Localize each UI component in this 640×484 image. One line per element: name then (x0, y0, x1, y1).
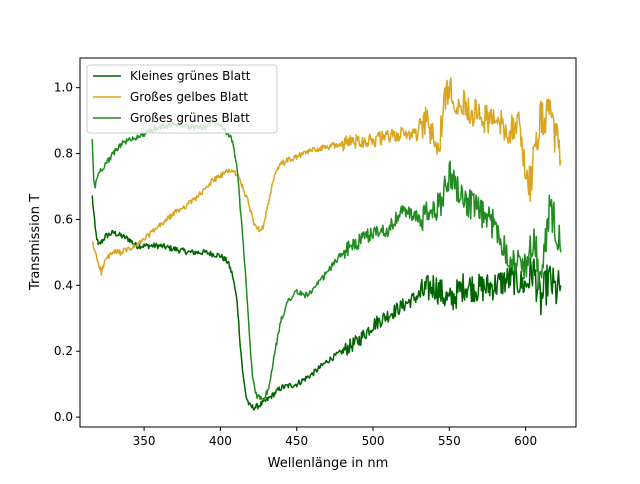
legend-label: Großes gelbes Blatt (130, 90, 248, 104)
y-tick-label: 0.0 (54, 410, 73, 424)
x-tick-label: 350 (133, 434, 156, 448)
series-line-2 (91, 77, 562, 276)
y-tick-label: 1.0 (54, 81, 73, 95)
y-tick-label: 0.8 (54, 147, 73, 161)
series-line-1 (91, 195, 562, 411)
x-axis-label: Wellenlänge in nm (268, 456, 389, 471)
legend: Kleines grünes Blatt Großes gelbes Blatt G… (86, 64, 278, 134)
y-tick-label: 0.6 (54, 212, 73, 226)
x-tick-label: 550 (438, 434, 461, 448)
legend-label: Kleines grünes Blatt (130, 69, 251, 83)
y-tick-label: 0.4 (54, 278, 73, 292)
y-tick-label: 0.2 (54, 344, 73, 358)
x-axis-ticks: 350 400 450 500 550 600 (133, 427, 537, 448)
x-tick-label: 600 (514, 434, 537, 448)
x-tick-label: 400 (209, 434, 232, 448)
x-tick-label: 500 (362, 434, 385, 448)
plot-frame (79, 57, 577, 428)
x-tick-label: 450 (285, 434, 308, 448)
y-axis-ticks: 0.0 0.2 0.4 0.6 0.8 1.0 (54, 81, 80, 424)
legend-label: Großes grünes Blatt (130, 111, 250, 125)
y-axis-label: Transmission T (28, 194, 43, 291)
legend-box (86, 64, 278, 134)
